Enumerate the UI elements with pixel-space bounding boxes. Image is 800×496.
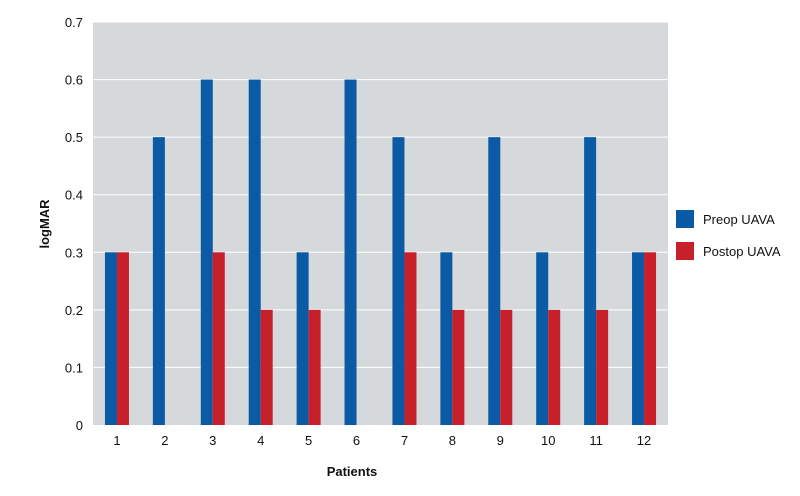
bar-preop-patient-3 <box>200 79 213 426</box>
bar-preop-patient-9 <box>488 137 501 425</box>
y-axis-ticks: 0 0.1 0.2 0.3 0.4 0.5 0.6 0.7 <box>65 15 83 433</box>
legend-swatch-preop <box>676 210 694 228</box>
bar-preop-patient-11 <box>584 137 597 425</box>
bar-postop-patient-3 <box>212 252 225 425</box>
legend-label-preop: Preop UAVA <box>703 212 775 227</box>
bars <box>104 79 657 426</box>
x-tick-label: 12 <box>637 433 651 448</box>
legend: Preop UAVA Postop UAVA <box>676 210 781 260</box>
bar-postop-patient-11 <box>596 309 609 425</box>
bar-preop-patient-7 <box>392 137 405 425</box>
x-tick-label: 3 <box>209 433 216 448</box>
y-tick-label: 0.6 <box>65 73 83 88</box>
x-tick-label: 6 <box>353 433 360 448</box>
bar-preop-patient-6 <box>344 79 357 426</box>
y-tick-label: 0.5 <box>65 130 83 145</box>
bar-postop-patient-12 <box>644 252 657 425</box>
bar-preop-patient-1 <box>104 252 117 425</box>
x-axis-title: Patients <box>327 464 378 479</box>
x-tick-label: 8 <box>449 433 456 448</box>
bar-postop-patient-1 <box>116 252 129 425</box>
gridlines <box>93 21 668 368</box>
bar-preop-patient-5 <box>296 252 309 425</box>
y-tick-label: 0.4 <box>65 188 83 203</box>
y-tick-label: 0 <box>76 418 83 433</box>
bar-preop-patient-4 <box>248 79 261 426</box>
y-tick-label: 0.1 <box>65 360 83 375</box>
bar-postop-patient-5 <box>308 309 321 425</box>
x-tick-label: 11 <box>589 433 603 448</box>
x-tick-label: 5 <box>305 433 312 448</box>
bar-preop-patient-12 <box>632 252 645 425</box>
bar-preop-patient-10 <box>536 252 549 425</box>
bar-postop-patient-9 <box>500 309 513 425</box>
y-tick-label: 0.2 <box>65 303 83 318</box>
x-axis-ticks: 1 2 3 4 5 6 7 8 9 10 11 12 <box>113 433 651 448</box>
bar-preop-patient-8 <box>440 252 453 425</box>
bar-postop-patient-10 <box>548 309 561 425</box>
legend-swatch-postop <box>676 242 694 260</box>
y-tick-label: 0.7 <box>65 15 83 30</box>
legend-label-postop: Postop UAVA <box>703 244 781 259</box>
x-tick-label: 9 <box>497 433 504 448</box>
plot-background <box>93 22 668 425</box>
y-axis-title: logMAR <box>37 199 52 249</box>
x-tick-label: 1 <box>113 433 120 448</box>
y-tick-label: 0.3 <box>65 245 83 260</box>
x-tick-label: 7 <box>401 433 408 448</box>
bar-preop-patient-2 <box>152 137 165 425</box>
bar-postop-patient-7 <box>404 252 417 425</box>
x-tick-label: 10 <box>541 433 555 448</box>
x-tick-label: 4 <box>257 433 264 448</box>
x-tick-label: 2 <box>161 433 168 448</box>
bar-postop-patient-4 <box>260 309 273 425</box>
bar-postop-patient-8 <box>452 309 465 425</box>
